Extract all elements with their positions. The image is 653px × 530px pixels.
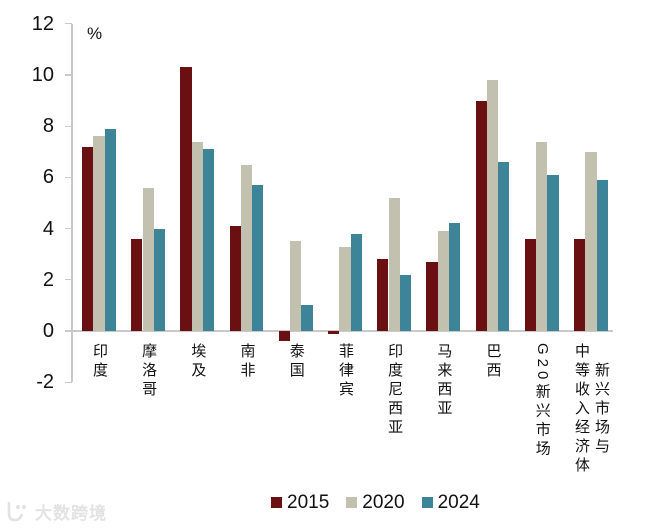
y-tick-label: -2 — [36, 371, 54, 394]
bar-2020 — [339, 246, 351, 331]
legend-item-2024: 2024 — [421, 492, 480, 513]
x-category-label: G20新兴市场 — [533, 343, 551, 460]
y-tick-label: 6 — [42, 166, 54, 189]
legend-item-2020: 2020 — [346, 492, 405, 513]
legend-label: 2015 — [287, 492, 330, 513]
x-category-label: 菲律宾 — [336, 343, 354, 400]
bar-2024 — [203, 149, 215, 331]
y-tick-label: 10 — [31, 64, 54, 86]
y-axis-line — [71, 24, 73, 382]
y-tick-label: 0 — [42, 320, 54, 342]
x-category-label: 马来西亚 — [435, 343, 453, 419]
y-tick-mark — [64, 279, 72, 281]
x-category-label: 埃及 — [189, 343, 207, 381]
x-category-label: 摩洛哥 — [140, 343, 158, 400]
watermark: 大数跨境 — [5, 499, 107, 524]
x-category-label: 印度尼西亚 — [386, 343, 404, 438]
legend-swatch-icon — [421, 497, 433, 508]
bar-2024 — [252, 185, 264, 331]
bar-2024 — [350, 233, 362, 331]
y-tick-label: 8 — [42, 115, 54, 138]
bar-2015 — [328, 331, 340, 334]
bar-2020 — [93, 136, 105, 331]
bar-2024 — [498, 162, 510, 331]
bar-2020 — [142, 187, 154, 331]
bar-2024 — [449, 223, 461, 331]
bar-2024 — [153, 228, 166, 331]
bar-2020 — [191, 141, 203, 331]
legend-swatch-icon — [346, 497, 358, 508]
y-tick-mark — [64, 125, 72, 127]
bar-2024 — [104, 128, 116, 331]
bar-2024 — [399, 274, 412, 331]
y-tick-label: 4 — [42, 217, 54, 240]
bar-2015 — [229, 226, 241, 331]
bar-2015 — [574, 238, 586, 331]
watermark-text: 大数跨境 — [35, 504, 107, 523]
x-axis-zero-line — [72, 330, 613, 332]
bar-2024 — [547, 174, 559, 331]
y-tick-mark — [64, 23, 72, 25]
bar-2015 — [475, 100, 487, 331]
x-category-label: 巴西 — [484, 343, 502, 381]
legend-swatch-icon — [271, 497, 282, 508]
legend: 2015 2020 2024 — [271, 493, 480, 512]
bar-2020 — [437, 231, 449, 331]
bar-2015 — [131, 238, 143, 331]
y-axis-unit-label: % — [87, 24, 103, 43]
y-tick-mark — [64, 74, 72, 76]
y-tick-mark — [64, 176, 72, 179]
bar-2015 — [82, 146, 94, 331]
bar-2024 — [301, 305, 313, 331]
x-category-label: 南非 — [238, 343, 256, 381]
bar-2020 — [486, 80, 499, 331]
bar-2015 — [180, 67, 192, 331]
legend-label: 2020 — [362, 492, 405, 513]
bar-2015 — [426, 261, 438, 331]
legend-item-2015: 2015 — [271, 493, 329, 512]
y-tick-label: 2 — [42, 268, 54, 291]
bar-2024 — [596, 179, 608, 331]
bar-2015 — [278, 331, 291, 342]
y-tick-mark — [64, 227, 72, 230]
bar-2020 — [585, 151, 597, 331]
legend-label: 2024 — [437, 492, 480, 513]
bar-2015 — [524, 238, 537, 331]
x-category-label: 新兴市场与 中等收入经济体 — [572, 343, 610, 476]
bar-2020 — [240, 164, 253, 331]
y-tick-label: 12 — [31, 12, 54, 35]
bar-2020 — [290, 241, 302, 331]
bar-2020 — [536, 141, 548, 331]
y-tick-mark — [64, 381, 72, 383]
x-category-label: 泰国 — [287, 343, 305, 381]
x-category-label: 印度 — [90, 343, 108, 381]
dashu-logo-icon — [7, 501, 27, 521]
y-tick-mark — [64, 330, 72, 332]
bar-2020 — [388, 197, 400, 331]
bar-2015 — [377, 259, 389, 331]
